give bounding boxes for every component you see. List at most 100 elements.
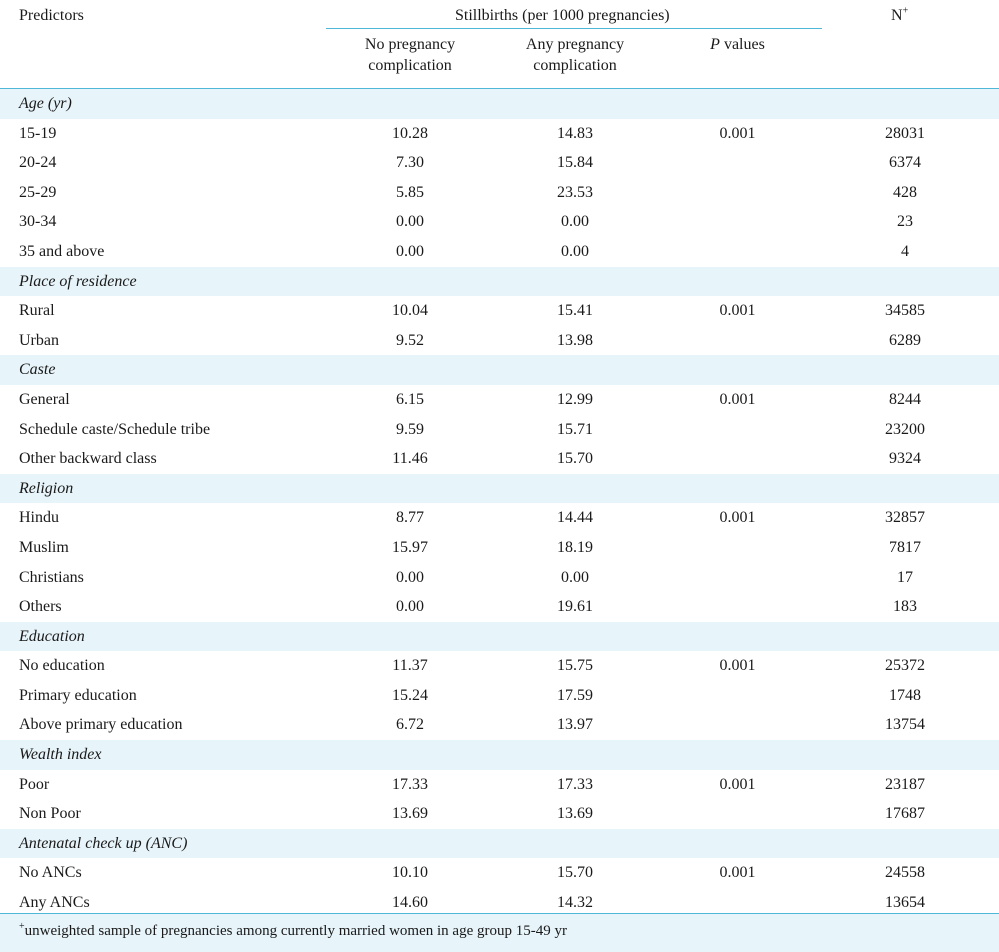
header-no-complication-line2: complication	[368, 57, 452, 74]
header-p-values: P values	[710, 36, 765, 53]
table-row: 20-24 7.30 15.84 6374	[0, 148, 999, 178]
no-complication-value: 10.04	[392, 302, 428, 320]
no-complication-value: 0.00	[396, 242, 424, 260]
sample-size: 4	[901, 242, 909, 260]
table-body: Age (yr) 15-19 10.28 14.83 0.001 28031 20-24 7…	[0, 89, 999, 918]
section-heading: Antenatal check up (ANC)	[19, 834, 188, 852]
table-row: 35 and above 0.00 0.00 4	[0, 236, 999, 267]
header-subrule	[326, 28, 822, 29]
p-value	[680, 178, 795, 208]
table-row: No education 11.37 15.75 0.001 25372	[0, 651, 999, 681]
table-row: Other backward class 11.46 15.70 9324	[0, 444, 999, 474]
sample-size: 23200	[885, 420, 925, 438]
no-complication-value: 14.60	[392, 894, 428, 912]
no-complication-value: 9.59	[396, 420, 424, 438]
no-complication-value: 15.97	[392, 538, 428, 556]
predictor-label: General	[19, 390, 70, 408]
any-complication-value: 15.70	[557, 450, 593, 468]
no-complication-value: 6.72	[396, 716, 424, 734]
predictor-label: Rural	[19, 302, 55, 320]
any-complication-value: 23.53	[557, 183, 593, 201]
no-complication-value: 0.00	[396, 213, 424, 231]
table-row: 30-34 0.00 0.00 23	[0, 207, 999, 237]
any-complication-value: 13.69	[557, 805, 593, 823]
header-predictors: Predictors	[19, 7, 84, 24]
predictor-label: Hindu	[19, 509, 59, 527]
predictor-label: Others	[19, 598, 62, 616]
predictor-label: Any ANCs	[19, 894, 90, 912]
sample-size: 13654	[885, 894, 925, 912]
section-row: Caste	[0, 355, 999, 385]
p-value: 0.001	[719, 864, 756, 882]
any-complication-value: 12.99	[557, 390, 593, 408]
p-value: 0.001	[719, 775, 756, 793]
table-row: Christians 0.00 0.00 17	[0, 562, 999, 593]
p-value: 0.001	[719, 657, 756, 675]
no-complication-value: 10.28	[392, 124, 428, 142]
section-row: Education	[0, 621, 999, 652]
any-complication-value: 0.00	[561, 213, 589, 231]
predictor-label: Other backward class	[19, 450, 157, 468]
p-value	[680, 148, 795, 178]
no-complication-value: 13.69	[392, 805, 428, 823]
no-complication-value: 0.00	[396, 568, 424, 586]
sample-size: 32857	[885, 509, 925, 527]
no-complication-value: 17.33	[392, 775, 428, 793]
table-row: Schedule caste/Schedule tribe 9.59 15.71 23…	[0, 414, 999, 445]
table-row: Any ANCs 14.60 14.32 13654	[0, 888, 999, 918]
section-row: Antenatal check up (ANC)	[0, 828, 999, 859]
p-value	[680, 681, 795, 711]
section-row: Wealth index	[0, 740, 999, 770]
predictor-label: Schedule caste/Schedule tribe	[19, 420, 211, 438]
p-value	[680, 444, 795, 474]
footnote-text: +unweighted sample of pregnancies among …	[19, 921, 567, 940]
any-complication-value: 17.33	[557, 775, 593, 793]
table-header: Predictors Stillbirths (per 1000 pregnan…	[0, 0, 999, 89]
p-value	[680, 415, 795, 445]
sample-size: 13754	[885, 716, 925, 734]
sample-size: 7817	[889, 538, 921, 556]
table-row: General 6.15 12.99 0.001 8244	[0, 384, 999, 415]
predictor-label: Non Poor	[19, 805, 81, 823]
no-complication-value: 6.15	[396, 390, 424, 408]
any-complication-value: 15.70	[557, 864, 593, 882]
no-complication-value: 11.46	[392, 450, 428, 468]
sample-size: 17687	[885, 805, 925, 823]
p-value	[680, 533, 795, 563]
no-complication-value: 15.24	[392, 686, 428, 704]
predictor-label: Above primary education	[19, 716, 183, 734]
sample-size: 17	[897, 568, 913, 586]
table-row: No ANCs 10.10 15.70 0.001 24558	[0, 858, 999, 889]
any-complication-value: 19.61	[557, 598, 593, 616]
any-complication-value: 14.32	[557, 894, 593, 912]
sample-size: 23	[897, 213, 913, 231]
p-value: 0.001	[719, 390, 756, 408]
p-value	[680, 237, 795, 267]
sample-size: 28031	[885, 124, 925, 142]
any-complication-value: 15.71	[557, 420, 593, 438]
p-value	[680, 710, 795, 740]
header-any-complication-line1: Any pregnancy	[525, 36, 625, 53]
any-complication-value: 0.00	[561, 242, 589, 260]
sample-size: 24558	[885, 864, 925, 882]
predictor-label: Muslim	[19, 538, 69, 556]
predictor-label: Urban	[19, 331, 59, 349]
p-value	[680, 207, 795, 237]
no-complication-value: 9.52	[396, 331, 424, 349]
p-value	[680, 592, 795, 622]
no-complication-value: 8.77	[396, 509, 424, 527]
section-heading: Place of residence	[19, 272, 137, 290]
no-complication-value: 5.85	[396, 183, 424, 201]
no-complication-value: 7.30	[396, 154, 424, 172]
predictor-label: 20-24	[19, 154, 57, 172]
no-complication-value: 10.10	[392, 864, 428, 882]
section-heading: Education	[19, 627, 85, 645]
table-row: Hindu 8.77 14.44 0.001 32857	[0, 503, 999, 533]
no-complication-value: 11.37	[392, 657, 428, 675]
any-complication-value: 13.97	[557, 716, 593, 734]
table-row: 25-29 5.85 23.53 428	[0, 177, 999, 208]
predictor-label: Poor	[19, 775, 50, 793]
p-value: 0.001	[719, 509, 756, 527]
sample-size: 183	[893, 598, 917, 616]
